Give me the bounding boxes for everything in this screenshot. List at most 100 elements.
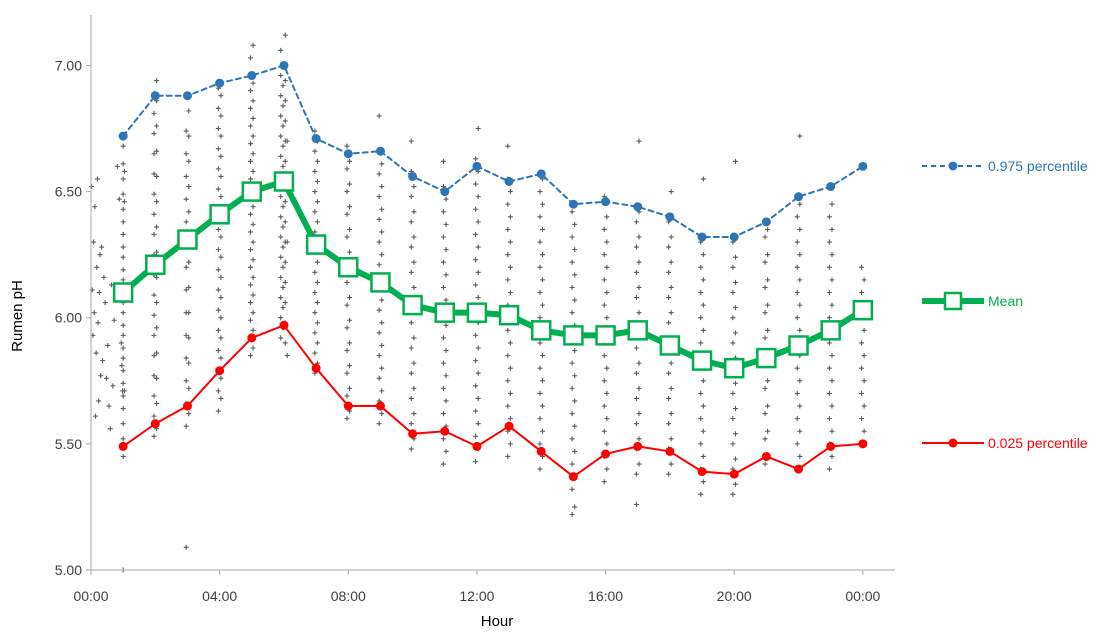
scatter-point [218, 254, 224, 260]
scatter-point [312, 168, 318, 174]
scatter-point [278, 73, 284, 79]
scatter-point [215, 348, 221, 354]
scatter-point [186, 184, 192, 190]
scatter-point [186, 360, 192, 366]
scatter-point [215, 166, 221, 172]
scatter-point [186, 158, 192, 164]
scatter-point [668, 461, 674, 467]
scatter-point [151, 312, 157, 318]
scatter-point [829, 353, 835, 359]
scatter-point [668, 234, 674, 240]
scatter-point [540, 302, 546, 308]
scatter-point [473, 257, 479, 263]
scatter-point [379, 342, 385, 348]
scatter-point [700, 176, 706, 182]
scatter-point [120, 322, 126, 328]
scatter-point [91, 239, 97, 245]
scatter-point [379, 411, 385, 417]
scatter-point [505, 201, 511, 207]
scatter-point [507, 214, 513, 220]
series-marker [536, 446, 546, 456]
scatter-point [829, 302, 835, 308]
scatter-point [120, 421, 126, 427]
scatter-point [537, 466, 543, 472]
scatter-point [633, 421, 639, 427]
scatter-point [183, 423, 189, 429]
series-marker [723, 357, 745, 379]
scatter-point [154, 300, 160, 306]
scatter-point [107, 426, 113, 432]
scatter-point [408, 421, 414, 427]
scatter-point [218, 274, 224, 280]
series-marker [530, 320, 552, 341]
scatter-point [376, 171, 382, 177]
scatter-point [505, 252, 511, 258]
scatter-point [829, 226, 835, 232]
scatter-point [636, 411, 642, 417]
scatter-point [797, 403, 803, 409]
scatter-point [250, 80, 256, 86]
scatter-point [569, 209, 575, 215]
scatter-point [154, 173, 160, 179]
scatter-point [732, 305, 738, 311]
scatter-point [443, 196, 449, 202]
scatter-point [700, 302, 706, 308]
scatter-point [411, 284, 417, 290]
scatter-point [121, 199, 127, 205]
scatter-point [601, 277, 607, 283]
scatter-point [347, 385, 353, 391]
scatter-point [379, 365, 385, 371]
scatter-point [121, 388, 127, 394]
series-marker [118, 441, 128, 451]
scatter-point [151, 131, 157, 137]
scatter-point [443, 322, 449, 328]
scatter-point [215, 126, 221, 132]
scatter-point [440, 385, 446, 391]
scatter-point [282, 118, 288, 124]
scatter-point [732, 380, 738, 386]
scatter-point [762, 461, 768, 467]
scatter-point [540, 226, 546, 232]
series-marker [273, 171, 295, 192]
scatter-point [280, 244, 286, 250]
scatter-point [119, 363, 125, 369]
y-tick-label: 6.00 [55, 310, 82, 326]
scatter-point [540, 277, 546, 283]
scatter-point [765, 302, 771, 308]
scatter-point [668, 436, 674, 442]
scatter-point [762, 335, 768, 341]
scatter-point [408, 370, 414, 376]
series-marker [633, 441, 643, 451]
series-marker [343, 149, 353, 159]
scatter-point [154, 325, 160, 331]
scatter-point [282, 300, 288, 306]
scatter-point [604, 290, 610, 295]
scatter-point [569, 284, 575, 290]
series-marker [150, 419, 160, 429]
series-marker [440, 187, 450, 197]
scatter-point [411, 385, 417, 391]
x-tick-label: 00:00 [73, 588, 108, 604]
scatter-point [376, 239, 382, 245]
scatter-point [443, 221, 449, 227]
x-tick-label: 20:00 [717, 588, 752, 604]
scatter-point [569, 360, 575, 366]
scatter-point [826, 365, 832, 371]
scatter-point [282, 98, 288, 104]
series-marker [343, 401, 353, 411]
scatter-point [507, 441, 513, 447]
scatter-point [537, 340, 543, 346]
scatter-point [312, 229, 318, 235]
scatter-point [698, 264, 704, 270]
x-tick-label: 00:00 [845, 588, 880, 604]
scatter-point [475, 219, 481, 225]
scatter-point [537, 239, 543, 245]
scatter-point [794, 315, 800, 321]
scatter-point [344, 393, 350, 399]
series-marker [761, 451, 771, 461]
scatter-point [572, 373, 578, 379]
scatter-point [312, 209, 318, 215]
scatter-point [537, 264, 543, 270]
scatter-point [507, 264, 513, 270]
